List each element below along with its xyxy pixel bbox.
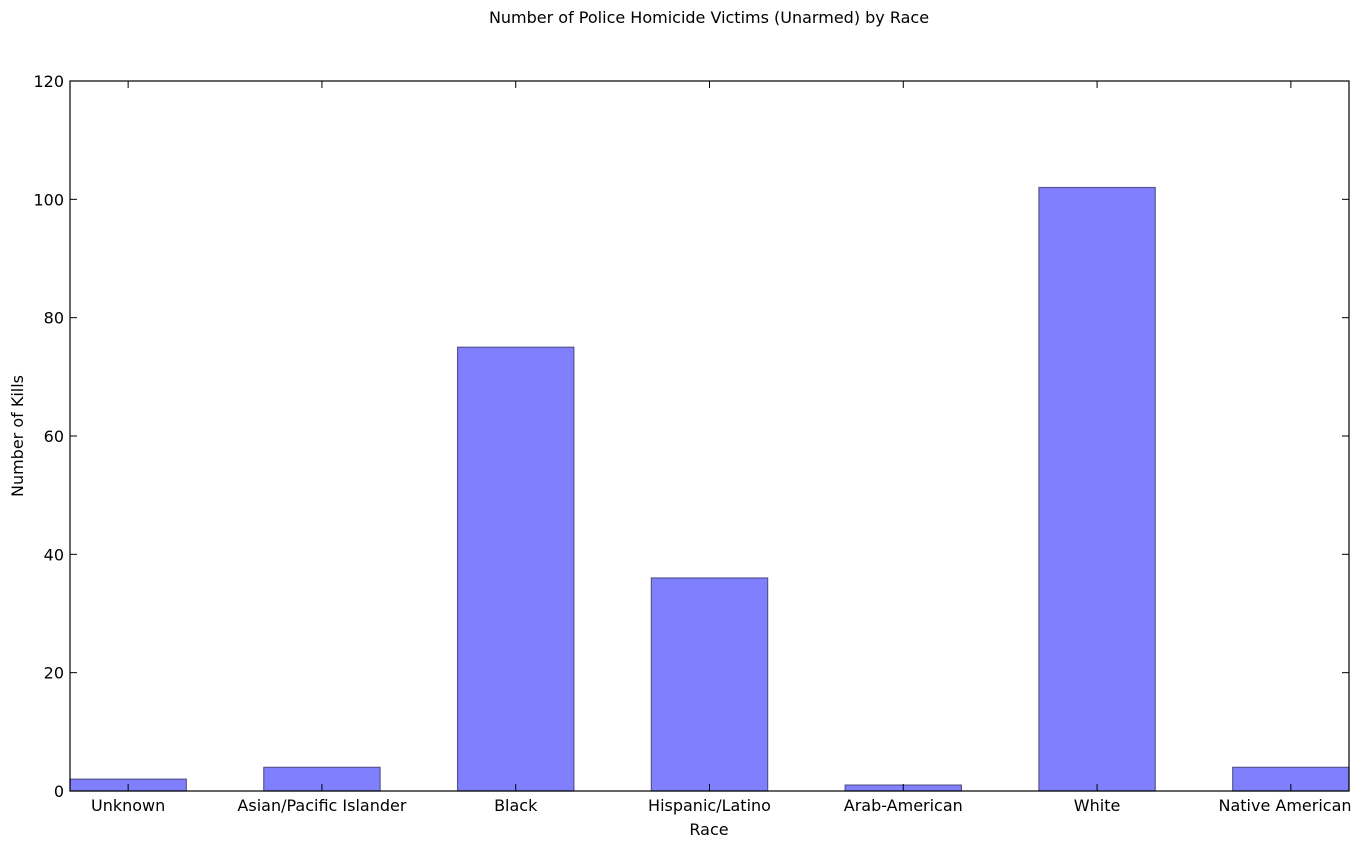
ticks-layer: 0 20 40 60 80 100 120 Unknown Asian/Pacific Isla… bbox=[33, 72, 1351, 815]
x-tick-label: White bbox=[1074, 796, 1121, 815]
y-tick-label: 120 bbox=[33, 72, 64, 91]
x-tick-label: Hispanic/Latino bbox=[648, 796, 771, 815]
x-tick-label: Black bbox=[494, 796, 538, 815]
x-tick-label: Native American bbox=[1218, 796, 1351, 815]
y-tick-label: 100 bbox=[33, 190, 64, 209]
bars-layer bbox=[69, 186, 1350, 792]
bar-hispanic-latino bbox=[650, 577, 769, 792]
y-tick-label: 40 bbox=[44, 545, 64, 564]
x-axis-label: Race bbox=[689, 820, 728, 839]
x-tick-label: Asian/Pacific Islander bbox=[237, 796, 406, 815]
y-tick-label: 80 bbox=[44, 309, 64, 328]
y-tick-label: 0 bbox=[54, 782, 64, 801]
y-tick-label: 20 bbox=[44, 664, 64, 683]
bar-black bbox=[456, 346, 575, 792]
x-tick-label: Unknown bbox=[91, 796, 165, 815]
y-tick-label: 60 bbox=[44, 427, 64, 446]
chart-title: Number of Police Homicide Victims (Unarm… bbox=[489, 8, 929, 27]
x-tick-label: Arab-American bbox=[844, 796, 963, 815]
bar-white bbox=[1038, 186, 1156, 792]
y-axis-label: Number of Kills bbox=[8, 375, 27, 497]
